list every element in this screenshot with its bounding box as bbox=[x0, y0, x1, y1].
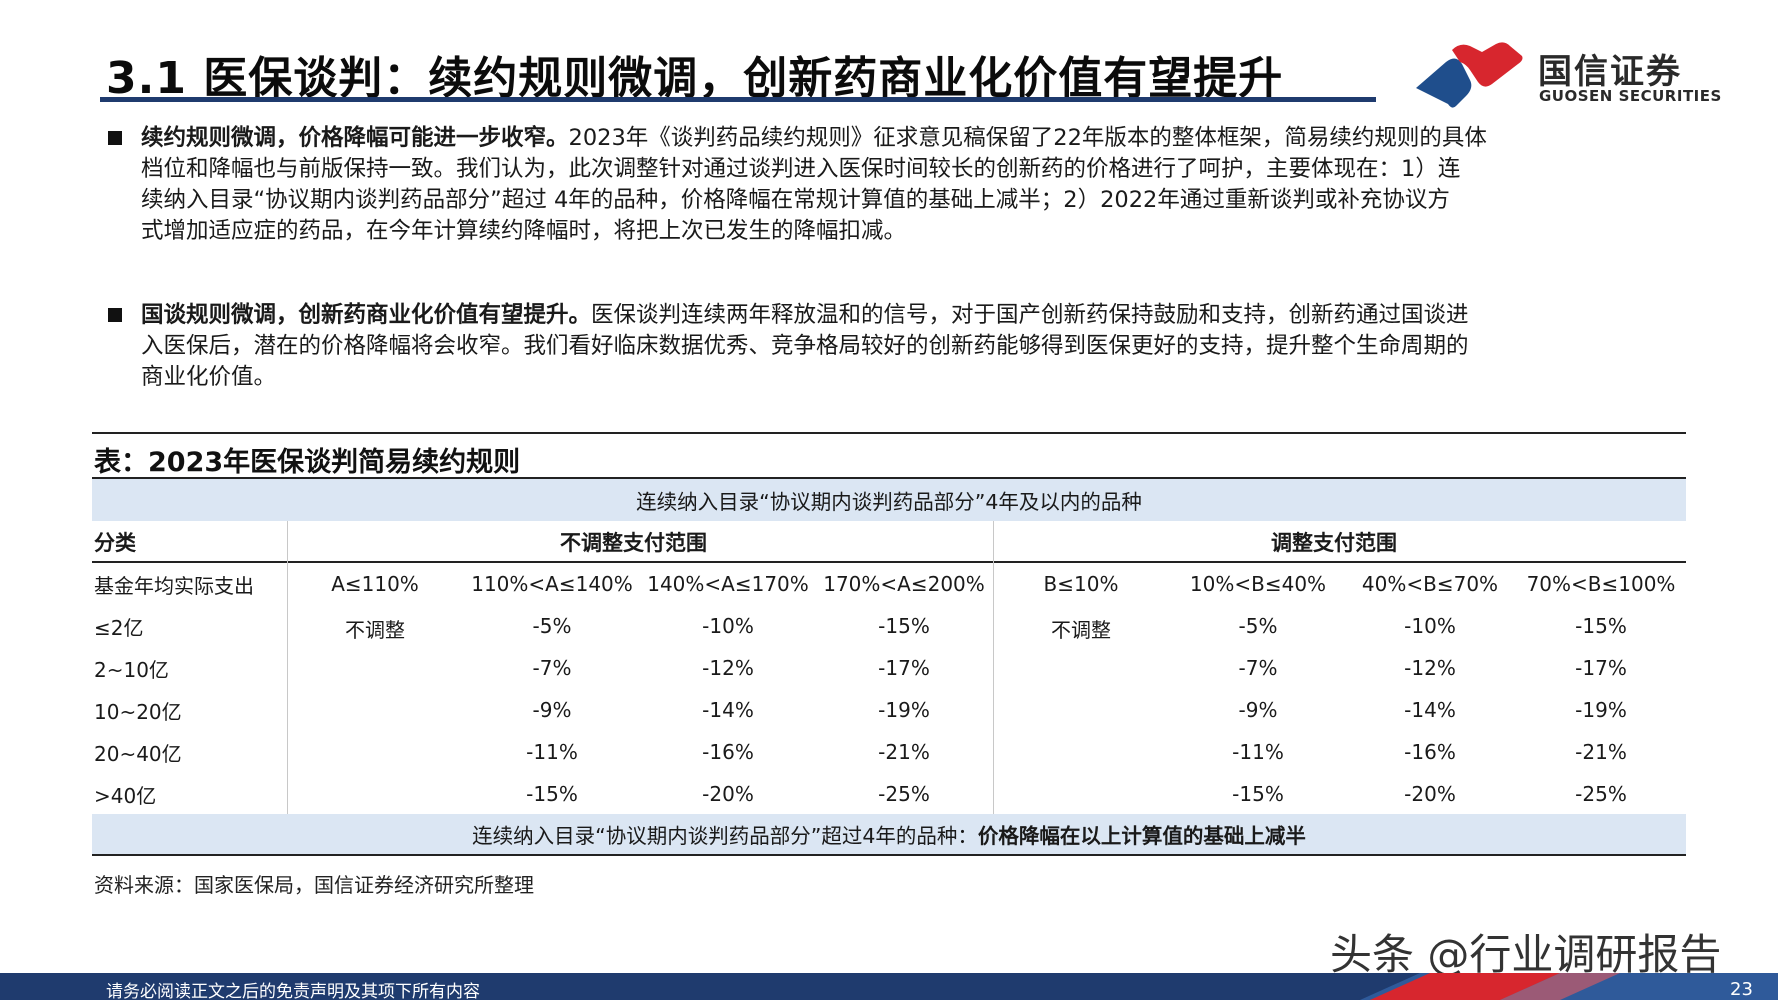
bullet-line: 式增加适应症的药品，在今年计算续约降幅时，将把上次已发生的降幅扣减。 bbox=[141, 218, 907, 244]
table-cell: -16% bbox=[1404, 740, 1456, 764]
table-cell: -21% bbox=[878, 740, 930, 764]
bullet-text: 国谈规则微调，创新药商业化价值有望提升。医保谈判连续两年释放温和的信号，对于国产… bbox=[141, 300, 1678, 393]
table-cell: -15% bbox=[878, 614, 930, 638]
a-header-cell: A≤110% bbox=[331, 572, 419, 596]
bullet-negotiation-rules: 国谈规则微调，创新药商业化价值有望提升。医保谈判连续两年释放温和的信号，对于国产… bbox=[108, 300, 1678, 393]
group-b-header: 调整支付范围 bbox=[1271, 531, 1397, 555]
table-cell: -9% bbox=[1238, 698, 1278, 722]
bullet-line: 商业化价值。 bbox=[141, 364, 277, 390]
row-label: 10~20亿 bbox=[94, 700, 182, 724]
table-cell: -7% bbox=[532, 656, 572, 680]
table-cell: -9% bbox=[532, 698, 572, 722]
table-cell: -17% bbox=[1575, 656, 1627, 680]
footer-bar bbox=[0, 973, 1778, 1000]
bullet-line: 医保谈判连续两年释放温和的信号，对于国产创新药保持鼓励和支持，创新药通过国谈进 bbox=[591, 302, 1469, 328]
bullet-line: 入医保后，潜在的价格降幅将会收窄。我们看好临床数据优秀、竞争格局较好的创新药能够… bbox=[141, 333, 1469, 359]
table-cell: -19% bbox=[878, 698, 930, 722]
table-top-rule bbox=[92, 432, 1686, 434]
logo-chinese-name: 国信证券 bbox=[1538, 52, 1682, 92]
table-title: 表：2023年医保谈判简易续约规则 bbox=[94, 447, 521, 478]
bullet-square-icon bbox=[108, 308, 122, 322]
table-cell: -20% bbox=[1404, 782, 1456, 806]
table-cell: -15% bbox=[526, 782, 578, 806]
table-cell: -21% bbox=[1575, 740, 1627, 764]
table-cell: -12% bbox=[1404, 656, 1456, 680]
row-label: 2~10亿 bbox=[94, 658, 169, 682]
col-category-header: 分类 bbox=[94, 531, 136, 555]
b-header-cell: 40%<B≤70% bbox=[1361, 572, 1499, 596]
table-top-band: 连续纳入目录“协议期内谈判药品部分”4年及以内的品种 bbox=[92, 479, 1686, 521]
bullet-line: 续纳入目录“协议期内谈判药品部分”超过 4年的品种，价格降幅在常规计算值的基础上… bbox=[141, 187, 1450, 213]
row-header-label: 基金年均实际支出 bbox=[94, 574, 254, 598]
table-cell: -15% bbox=[1575, 614, 1627, 638]
a-header-cell: 170%<A≤200% bbox=[823, 572, 985, 596]
table-cell: -11% bbox=[526, 740, 578, 764]
table-cell: -25% bbox=[878, 782, 930, 806]
table-cell: -11% bbox=[1232, 740, 1284, 764]
table-cell: -5% bbox=[532, 614, 572, 638]
bullet-text: 续约规则微调，价格降幅可能进一步收窄。2023年《谈判药品续约规则》征求意见稿保… bbox=[141, 123, 1678, 247]
title-underline bbox=[100, 97, 1376, 102]
table-cell: -7% bbox=[1238, 656, 1278, 680]
watermark: 头条 @行业调研报告 bbox=[1330, 930, 1722, 979]
table-cell: -5% bbox=[1238, 614, 1278, 638]
bullet-square-icon bbox=[108, 131, 122, 145]
table-cell: -14% bbox=[1404, 698, 1456, 722]
table-cell: -15% bbox=[1232, 782, 1284, 806]
table-cell: -17% bbox=[878, 656, 930, 680]
bullet-heading: 国谈规则微调，创新药商业化价值有望提升。 bbox=[141, 302, 592, 328]
bullet-heading: 续约规则微调，价格降幅可能进一步收窄。 bbox=[141, 125, 569, 151]
table-cell: -25% bbox=[1575, 782, 1627, 806]
col-divider bbox=[993, 521, 994, 814]
header-rule bbox=[92, 561, 1686, 563]
table-cell: -16% bbox=[702, 740, 754, 764]
table-cell: -14% bbox=[702, 698, 754, 722]
table-cell: 不调整 bbox=[345, 618, 405, 642]
guosen-logo-icon bbox=[1416, 42, 1523, 108]
table-bottom-rule bbox=[92, 854, 1686, 856]
table-cell: -19% bbox=[1575, 698, 1627, 722]
bottom-band-emphasis: 价格降幅在以上计算值的基础上减半 bbox=[977, 824, 1306, 848]
table-title-rule bbox=[92, 477, 1686, 479]
b-header-cell: 70%<B≤100% bbox=[1526, 572, 1676, 596]
source-note: 资料来源：国家医保局，国信证券经济研究所整理 bbox=[94, 873, 534, 897]
a-header-cell: 110%<A≤140% bbox=[471, 572, 633, 596]
table-cell: -20% bbox=[702, 782, 754, 806]
row-label: 20~40亿 bbox=[94, 742, 182, 766]
logo-english-name: GUOSEN SECURITIES bbox=[1539, 87, 1722, 105]
b-header-cell: B≤10% bbox=[1043, 572, 1119, 596]
table-cell: -12% bbox=[702, 656, 754, 680]
col-divider bbox=[287, 521, 288, 814]
bullet-renewal-rules: 续约规则微调，价格降幅可能进一步收窄。2023年《谈判药品续约规则》征求意见稿保… bbox=[108, 123, 1678, 247]
table-cell: -10% bbox=[1404, 614, 1456, 638]
page-title: 3.1 医保谈判：续约规则微调，创新药商业化价值有望提升 bbox=[106, 53, 1284, 104]
b-header-cell: 10%<B≤40% bbox=[1189, 572, 1327, 596]
table-cell: -10% bbox=[702, 614, 754, 638]
page-number: 23 bbox=[1730, 979, 1753, 1000]
bottom-band-prefix: 连续纳入目录“协议期内谈判药品部分”超过4年的品种： bbox=[472, 824, 978, 848]
footer-disclaimer: 请务必阅读正文之后的免责声明及其项下所有内容 bbox=[106, 982, 480, 1002]
bullet-line: 档位和降幅也与前版保持一致。我们认为，此次调整针对通过谈判进入医保时间较长的创新… bbox=[141, 156, 1461, 182]
group-a-header: 不调整支付范围 bbox=[560, 531, 707, 555]
row-label: >40亿 bbox=[94, 784, 157, 808]
bullet-line: 2023年《谈判药品续约规则》征求意见稿保留了22年版本的整体框架，简易续约规则… bbox=[568, 125, 1487, 151]
row-label: ≤2亿 bbox=[94, 616, 144, 640]
table-bottom-band: 连续纳入目录“协议期内谈判药品部分”超过4年的品种： 价格降幅在以上计算值的基础上… bbox=[92, 814, 1686, 854]
table-cell: 不调整 bbox=[1051, 618, 1111, 642]
a-header-cell: 140%<A≤170% bbox=[647, 572, 809, 596]
